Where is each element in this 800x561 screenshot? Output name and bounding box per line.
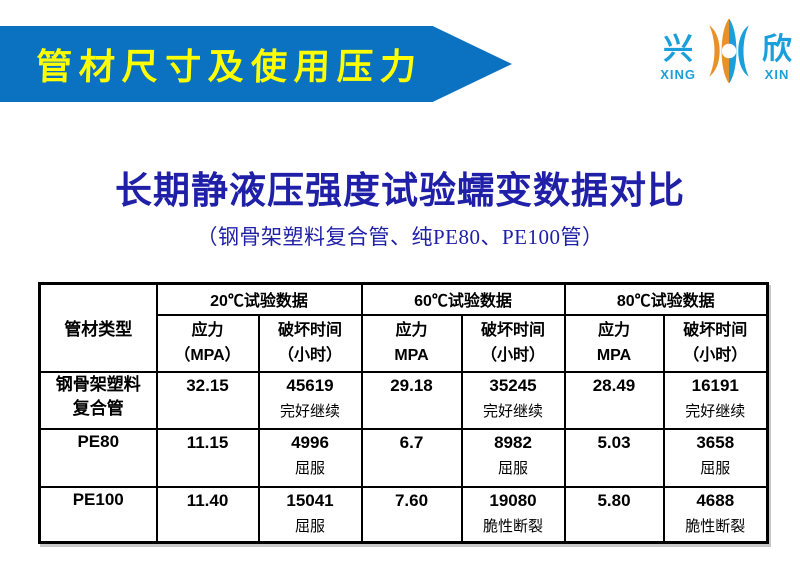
logo-word-xing: XING — [660, 66, 696, 82]
cell-60c-failtime: 19080 脆性断裂 — [460, 485, 566, 544]
cell-80c-failtime: 3658 屈服 — [662, 427, 769, 488]
cell-80c-stress: 28.49 — [563, 370, 665, 430]
cell-80c-stress: 5.80 — [563, 485, 665, 544]
page-subtitle: （钢骨架塑料复合管、纯PE80、PE100管） — [196, 225, 604, 249]
company-logo: 兴 XING 欣 XIN — [658, 12, 794, 90]
cell-80c-failtime: 4688 脆性断裂 — [662, 485, 769, 544]
column-header-stress-80c: 应力 MPA — [563, 313, 665, 373]
cell-80c-stress: 5.03 — [563, 427, 665, 488]
cell-60c-failtime: 35245 完好继续 — [460, 370, 566, 430]
cell-20c-failtime: 4996 屈服 — [257, 427, 363, 488]
table-row-steel-composite: 钢骨架塑料 复合管 32.15 45619 完好继续 29.18 35245 完好继… — [38, 370, 769, 430]
column-header-failtime-60c: 破坏时间 （小时） — [460, 313, 566, 373]
cell-60c-stress: 6.7 — [360, 427, 463, 488]
creep-data-table: 管材类型 20℃试验数据 60℃试验数据 80℃试验数据 应力 （MPA） 破坏… — [38, 282, 769, 544]
cell-20c-stress: 32.15 — [155, 370, 260, 430]
logo-left-text: 兴 XING — [660, 32, 696, 82]
row-label: 钢骨架塑料 复合管 — [38, 370, 158, 430]
column-header-failtime-80c: 破坏时间 （小时） — [662, 313, 769, 373]
group-header-60c: 60℃试验数据 — [360, 282, 566, 316]
title-block: 长期静液压强度试验蠕变数据对比 （钢骨架塑料复合管、纯PE80、PE100管） — [0, 160, 800, 251]
cell-60c-failtime: 8982 屈服 — [460, 427, 566, 488]
cell-20c-failtime: 45619 完好继续 — [257, 370, 363, 430]
logo-word-xin: XIN — [764, 66, 790, 82]
cell-20c-failtime: 15041 屈服 — [257, 485, 363, 544]
header-banner-arrow: 管材尺寸及使用压力 — [0, 26, 512, 102]
row-label: PE80 — [38, 427, 158, 488]
column-header-stress-60c: 应力 MPA — [360, 313, 463, 373]
cell-80c-failtime: 16191 完好继续 — [662, 370, 769, 430]
table-row-pe100: PE100 11.40 15041 屈服 7.60 19080 脆性断裂 5.80 … — [38, 485, 769, 544]
logo-right-text: 欣 XIN — [762, 32, 792, 82]
logo-char-xing: 兴 — [663, 32, 694, 66]
table-row-pe80: PE80 11.15 4996 屈服 6.7 8982 屈服 5.03 3658 屈服 — [38, 427, 769, 488]
banner-title: 管材尺寸及使用压力 — [35, 47, 424, 88]
group-header-20c: 20℃试验数据 — [155, 282, 363, 316]
cell-60c-stress: 29.18 — [360, 370, 463, 430]
column-header-failtime-20c: 破坏时间 （小时） — [257, 313, 363, 373]
cell-20c-stress: 11.15 — [155, 427, 260, 488]
page-title: 长期静液压强度试验蠕变数据对比 — [115, 171, 685, 212]
logo-char-xin: 欣 — [762, 32, 792, 66]
logo-emblem-icon — [709, 18, 749, 84]
column-header-stress-20c: 应力 （MPA） — [155, 313, 260, 373]
row-label: PE100 — [38, 485, 158, 544]
cell-60c-stress: 7.60 — [360, 485, 463, 544]
column-header-pipe-type: 管材类型 — [38, 282, 158, 373]
group-header-80c: 80℃试验数据 — [563, 282, 769, 316]
cell-20c-stress: 11.40 — [155, 485, 260, 544]
